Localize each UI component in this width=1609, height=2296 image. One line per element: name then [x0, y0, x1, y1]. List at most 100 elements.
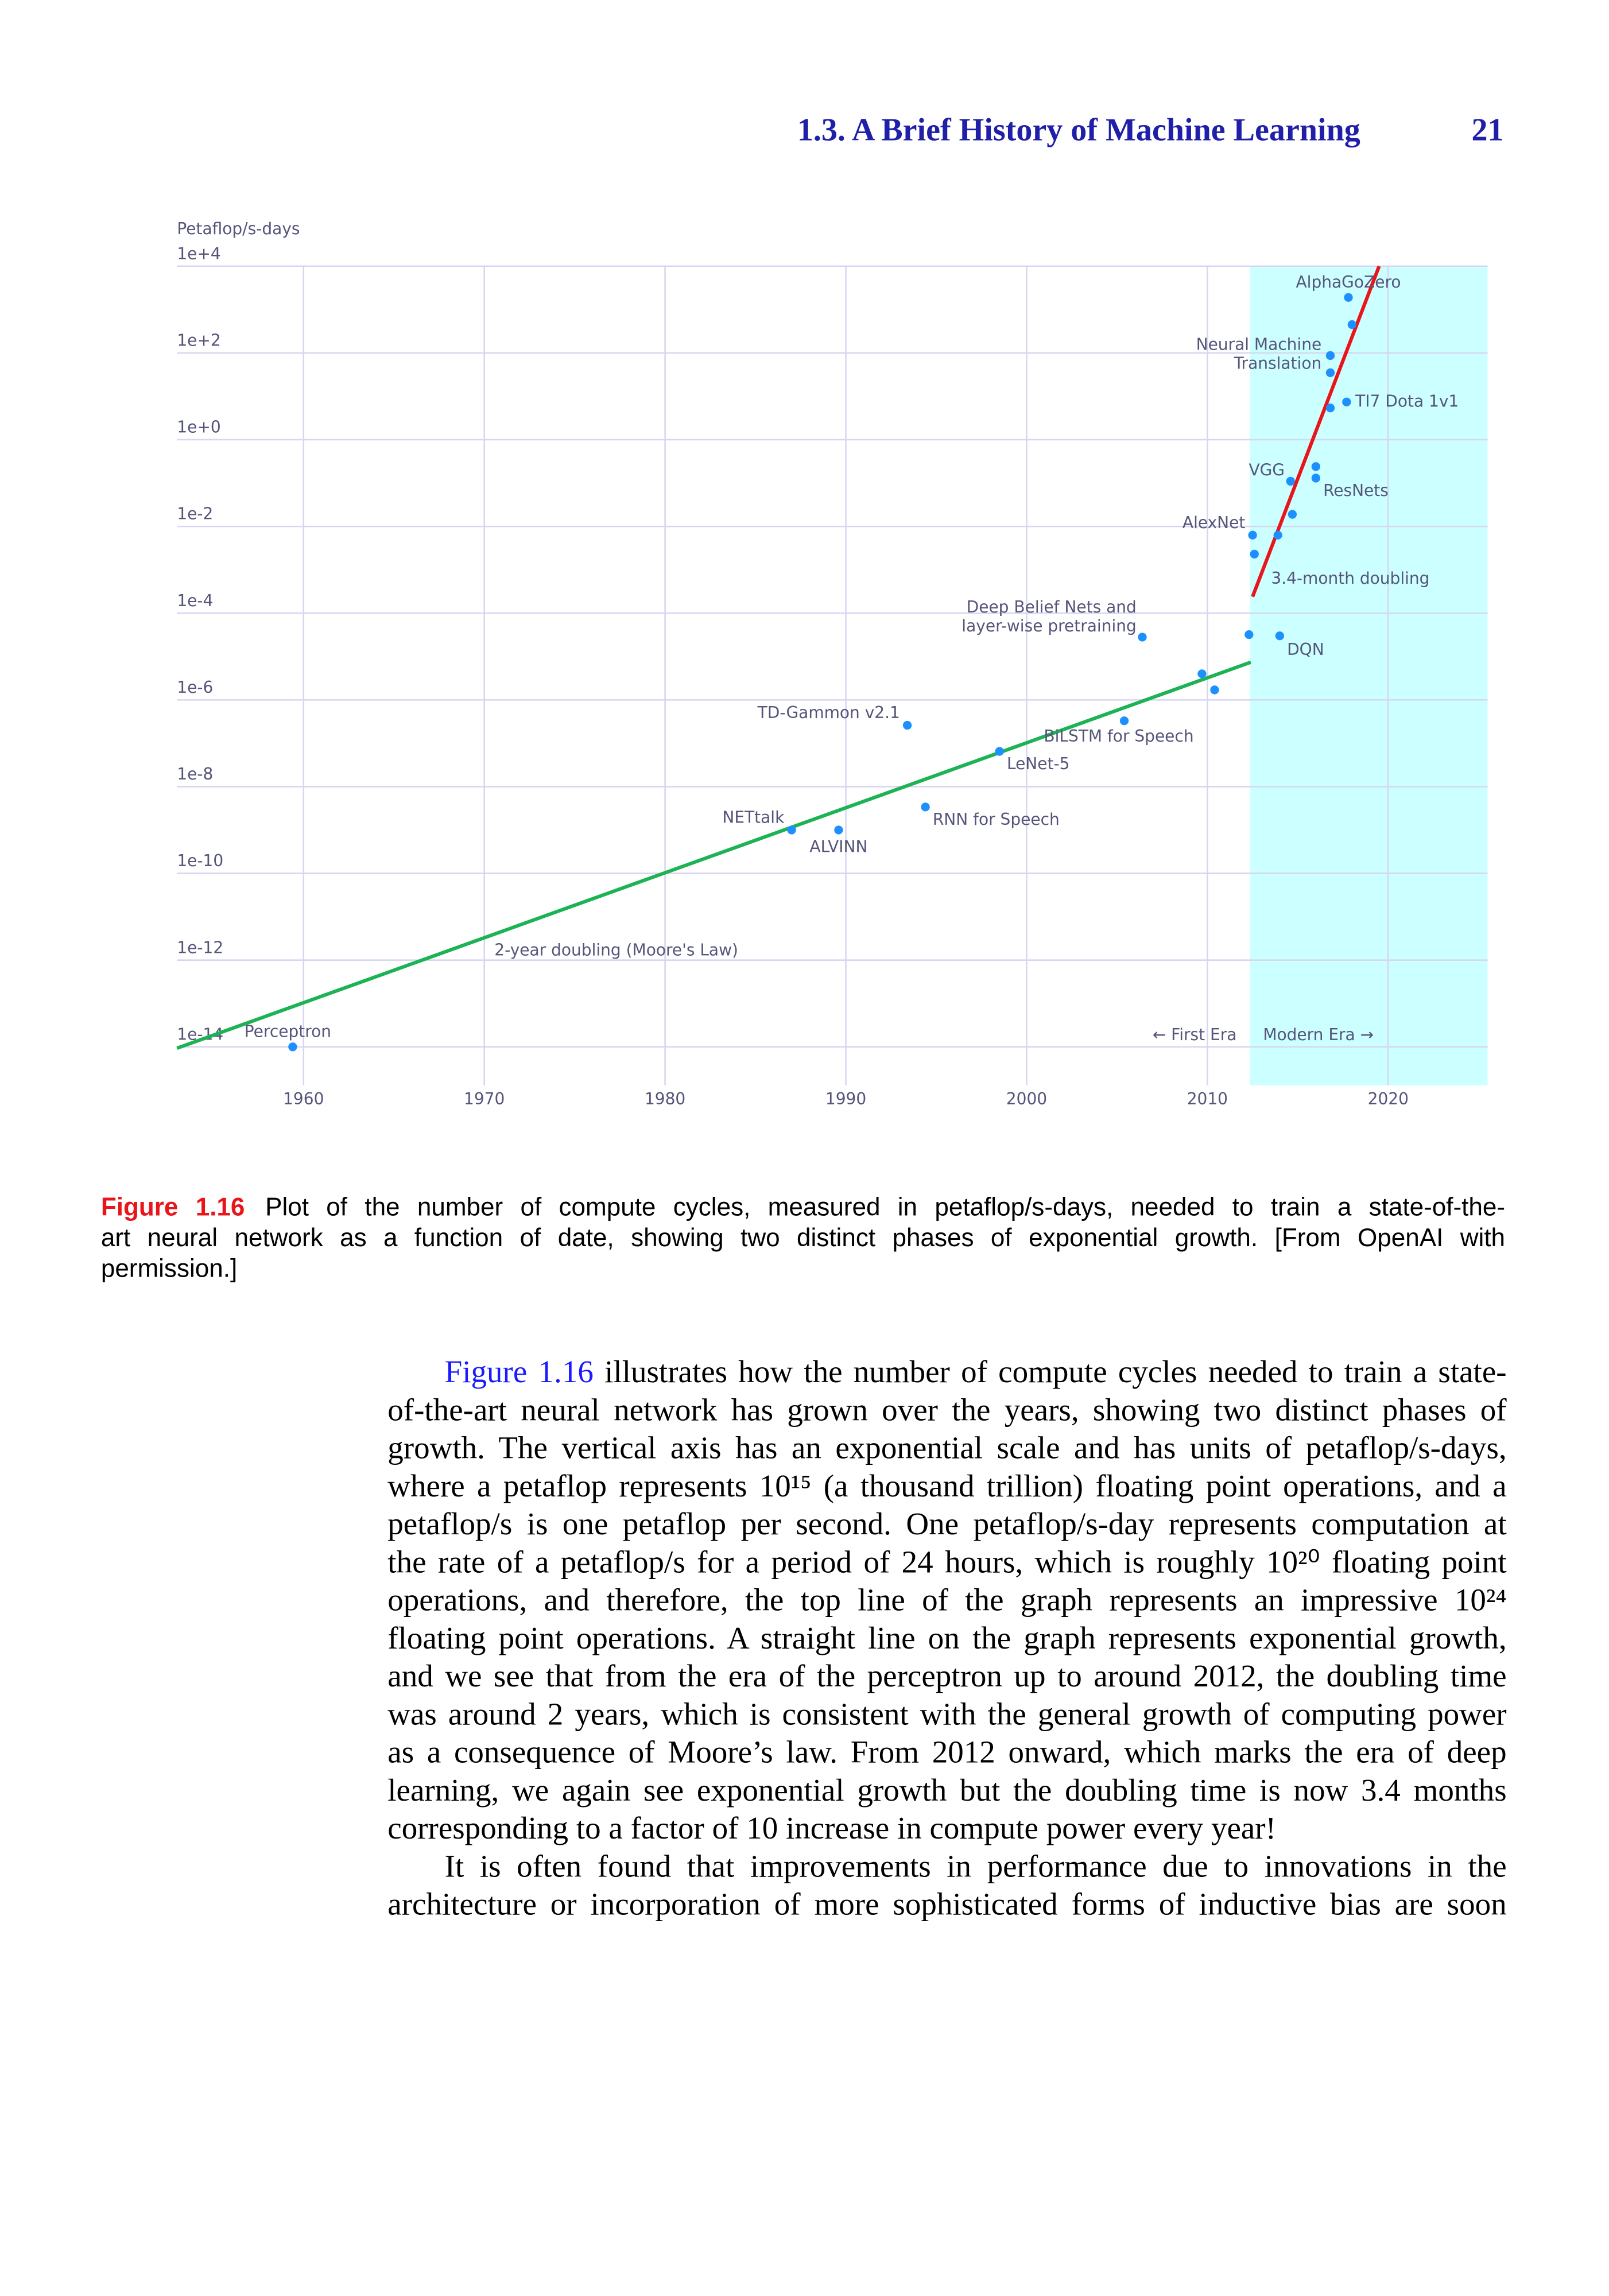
- data-point: [1275, 631, 1284, 641]
- y-tick-label: 1e-10: [177, 851, 223, 870]
- page-number: 21: [1471, 111, 1504, 148]
- section-title: 1.3. A Brief History of Machine Learning: [797, 111, 1360, 148]
- point-label: TI7 Dota 1v1: [1355, 391, 1459, 410]
- point-label: AlphaGoZero: [1296, 273, 1401, 292]
- point-label: LeNet-5: [1007, 754, 1069, 773]
- body-line: of-the-art neural network has grown over…: [387, 1391, 1506, 1429]
- point-label: Neural Machine: [1196, 335, 1322, 354]
- figure-label: Figure 1.16: [100, 1192, 245, 1221]
- body-text-line: where a petaflop represents 10¹⁵ (a thou…: [387, 1468, 1507, 1504]
- x-tick-label: 1990: [825, 1089, 866, 1108]
- data-point: [995, 747, 1004, 756]
- caption-text: art neural network as a function of date…: [100, 1223, 1506, 1252]
- body-text-line: of-the-art neural network has grown over…: [387, 1392, 1507, 1428]
- point-label: AlexNet: [1182, 513, 1245, 532]
- body-text-line: as a consequence of Moore’s law. From 20…: [387, 1735, 1507, 1770]
- body-text-line: floating point operations. A straight li…: [387, 1620, 1507, 1656]
- body-line: and we see that from the era of the perc…: [387, 1657, 1506, 1695]
- body-text-line: was around 2 years, which is consistent …: [387, 1696, 1507, 1732]
- y-tick-label: 1e-4: [177, 591, 213, 610]
- body-line: It is often found that improvements in p…: [445, 1847, 1507, 1885]
- trend-line: [176, 660, 1251, 1050]
- trend-label: 2-year doubling (Moore's Law): [494, 940, 738, 959]
- point-label: ALVINN: [809, 837, 867, 856]
- data-point: [1138, 633, 1147, 642]
- y-tick-label: 1e+4: [177, 244, 220, 263]
- body-line: learning, we again see exponential growt…: [387, 1771, 1506, 1809]
- data-point: [1197, 669, 1207, 678]
- data-point: [1244, 630, 1254, 639]
- era-label: ← First Era: [1153, 1025, 1237, 1044]
- trend-line: [1251, 265, 1381, 598]
- data-point: [1286, 476, 1295, 486]
- data-point: [1325, 351, 1335, 360]
- body-text-line: corresponding to a factor of 10 increase…: [387, 1810, 1276, 1846]
- y-axis-label: Petaflop/s-days: [177, 219, 300, 238]
- data-point: [921, 802, 930, 812]
- point-label: BiLSTM for Speech: [1044, 727, 1193, 746]
- data-point: [288, 1042, 297, 1052]
- data-point: [1119, 716, 1129, 726]
- body-line: architecture or incorporation of more so…: [387, 1886, 1506, 1923]
- body-text-line: architecture or incorporation of more so…: [387, 1887, 1507, 1922]
- caption-line: permission.]: [101, 1254, 1505, 1285]
- point-label: Translation: [1234, 354, 1322, 373]
- data-point: [1325, 404, 1335, 413]
- point-label: VGG: [1249, 461, 1285, 480]
- trend-label: 3.4-month doubling: [1271, 569, 1429, 588]
- x-tick-label: 1960: [283, 1089, 324, 1108]
- caption-line: art neural network as a function of date…: [101, 1223, 1505, 1254]
- point-label: ResNets: [1323, 481, 1389, 500]
- point-label: Perceptron: [245, 1022, 331, 1041]
- caption-line: Figure 1.16 Plot of the number of compute…: [101, 1192, 1505, 1223]
- y-tick-label: 1e+0: [177, 418, 220, 437]
- body-text-line: It is often found that improvements in p…: [444, 1848, 1507, 1884]
- body-line: petaflop/s is one petaflop per second. O…: [387, 1505, 1506, 1543]
- data-point: [1311, 474, 1320, 483]
- body-text-line: growth. The vertical axis has an exponen…: [387, 1430, 1507, 1466]
- y-tick-label: 1e-2: [177, 505, 213, 523]
- data-point: [902, 720, 912, 730]
- body-text-line: petaflop/s is one petaflop per second. O…: [387, 1506, 1507, 1542]
- x-tick-label: 1970: [464, 1089, 505, 1108]
- chart: Petaflop/s-days ← First Era Modern Era → 1…: [176, 219, 1488, 1108]
- x-tick-label: 2000: [1006, 1089, 1047, 1108]
- data-point: [1250, 549, 1259, 559]
- x-tick-label: 1980: [645, 1089, 685, 1108]
- data-point: [1344, 293, 1353, 302]
- era-label: Modern Era →: [1263, 1025, 1374, 1044]
- body-line: growth. The vertical axis has an exponen…: [387, 1429, 1506, 1467]
- x-tick-label: 2010: [1187, 1089, 1228, 1108]
- y-tick-label: 1e-6: [177, 678, 213, 697]
- body-line: the rate of a petaflop/s for a period of…: [387, 1543, 1506, 1581]
- body-line: operations, and therefore, the top line …: [387, 1581, 1506, 1619]
- point-label: Deep Belief Nets and: [967, 598, 1137, 616]
- body-text-line: operations, and therefore, the top line …: [387, 1583, 1507, 1618]
- body-text-line: and we see that from the era of the perc…: [387, 1658, 1507, 1694]
- point-label: DQN: [1287, 640, 1324, 659]
- y-tick-label: 1e-8: [177, 765, 213, 784]
- data-point: [787, 825, 796, 835]
- y-tick-label: 1e-12: [177, 938, 223, 957]
- body-line: Figure 1.16 illustrates how the number o…: [445, 1353, 1507, 1391]
- data-point: [1347, 320, 1356, 329]
- data-point: [834, 825, 843, 835]
- data-point: [1273, 530, 1282, 540]
- figure-link[interactable]: Figure 1.16: [444, 1354, 594, 1390]
- body-text-line: the rate of a petaflop/s for a period of…: [387, 1544, 1507, 1580]
- point-label: TD-Gammon v2.1: [757, 703, 900, 722]
- data-point: [1248, 530, 1257, 540]
- point-label: NETtalk: [722, 808, 785, 827]
- data-point: [1288, 510, 1297, 519]
- y-tick-label: 1e+2: [177, 331, 220, 350]
- body-line: floating point operations. A straight li…: [387, 1619, 1506, 1657]
- body-line: was around 2 years, which is consistent …: [387, 1695, 1506, 1733]
- data-point: [1311, 462, 1320, 471]
- data-point: [1210, 685, 1219, 695]
- data-point: [1325, 368, 1335, 377]
- modern-era-region: [1250, 266, 1488, 1085]
- caption-text: Plot of the number of compute cycles, me…: [265, 1192, 1506, 1221]
- body-text-line: illustrates how the number of compute cy…: [604, 1354, 1507, 1390]
- body-line: corresponding to a factor of 10 increase…: [387, 1809, 1506, 1847]
